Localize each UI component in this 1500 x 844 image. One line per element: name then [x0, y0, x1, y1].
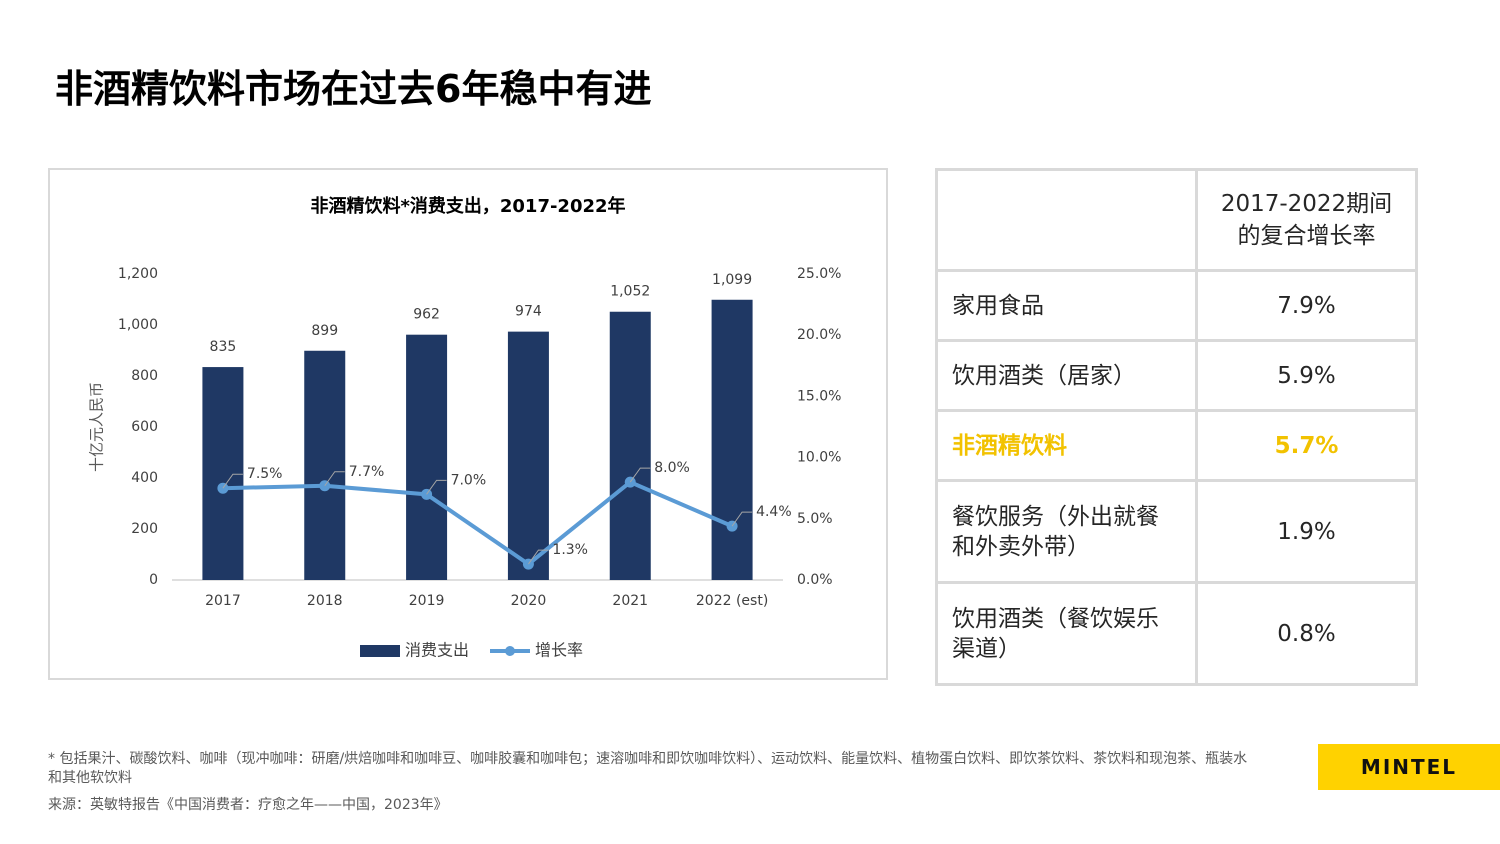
x-tick-label: 2022 (est) — [696, 593, 768, 609]
cell-label: 餐饮服务（外出就餐和外卖外带） — [935, 479, 1198, 584]
bar — [711, 299, 753, 580]
label-leader — [324, 471, 345, 487]
legend-label: 消费支出 — [405, 641, 469, 660]
legend-swatch — [360, 645, 400, 657]
label-leader — [629, 467, 651, 483]
cell-value: 7.9% — [1195, 269, 1418, 342]
y2-tick-label: 0.0% — [797, 572, 833, 588]
table-row: 餐饮服务（外出就餐和外卖外带） 1.9% — [935, 479, 1418, 584]
x-tick-label: 2021 — [612, 593, 648, 609]
label-leader — [222, 473, 243, 489]
bar-value-label: 899 — [311, 323, 338, 339]
y-tick-label: 400 — [131, 470, 158, 486]
y-tick-label: 800 — [131, 368, 158, 384]
cell-value: 5.9% — [1195, 339, 1418, 412]
cell-label: 饮用酒类（餐饮娱乐渠道） — [935, 581, 1198, 686]
line-value-label: 7.7% — [349, 464, 385, 480]
line-value-label: 1.3% — [552, 542, 588, 558]
cell-label: 家用食品 — [935, 269, 1198, 342]
bar-value-label: 962 — [413, 307, 440, 323]
bar — [202, 367, 244, 580]
bar — [406, 334, 448, 580]
source: 来源：英敏特报告《中国消费者：疗愈之年——中国，2023年》 — [48, 797, 448, 813]
legend-label: 增长率 — [535, 641, 583, 660]
x-tick-label: 2017 — [205, 593, 241, 609]
cell-label: 饮用酒类（居家） — [935, 339, 1198, 412]
label-leader — [731, 511, 753, 527]
header-empty — [935, 168, 1198, 272]
line-value-label: 4.4% — [756, 504, 792, 520]
label-leader — [528, 549, 549, 565]
y-tick-label: 0 — [149, 572, 158, 588]
growth-table: 2017-2022期间的复合增长率 家用食品 7.9% 饮用酒类（居家） 5.9% 非酒… — [935, 168, 1418, 686]
table-row: 家用食品 7.9% — [935, 269, 1418, 342]
table-header: 2017-2022期间的复合增长率 — [1195, 168, 1418, 272]
table-row: 饮用酒类（餐饮娱乐渠道） 0.8% — [935, 581, 1418, 686]
y-axis-label: 十亿元人民币 — [88, 382, 106, 472]
chart-box — [48, 168, 888, 680]
bar — [507, 331, 549, 580]
cell-value: 5.7% — [1195, 409, 1418, 482]
bar — [609, 311, 651, 580]
cell-value: 0.8% — [1195, 581, 1418, 686]
bar — [304, 350, 346, 580]
chart-title: 非酒精饮料*消费支出，2017-2022年 — [310, 195, 625, 217]
cell-label: 非酒精饮料 — [935, 409, 1198, 482]
footnote: * 包括果汁、碳酸饮料、咖啡（现冲咖啡：研磨/烘焙咖啡和咖啡豆、咖啡胶囊和咖啡包… — [48, 751, 1248, 786]
y2-tick-label: 20.0% — [797, 327, 841, 343]
line-value-label: 7.0% — [451, 472, 487, 488]
logo: MINTEL — [1318, 744, 1500, 790]
slide-title: 非酒精饮料市场在过去6年稳中有进 — [55, 67, 652, 111]
y2-tick-label: 5.0% — [797, 511, 833, 527]
line — [222, 479, 733, 567]
legend-swatch-dot — [505, 646, 515, 656]
bar-value-label: 974 — [515, 304, 542, 320]
y2-tick-label: 15.0% — [797, 388, 841, 404]
y2-tick-label: 25.0% — [797, 266, 841, 282]
x-tick-label: 2020 — [511, 593, 547, 609]
line-value-label: 7.5% — [247, 466, 283, 482]
bar-value-label: 835 — [210, 339, 237, 355]
table-row: 饮用酒类（居家） 5.9% — [935, 339, 1418, 412]
table-row: 非酒精饮料 5.7% — [935, 409, 1418, 482]
y-tick-label: 1,200 — [118, 266, 158, 282]
x-tick-label: 2018 — [307, 593, 343, 609]
y-tick-label: 200 — [131, 521, 158, 537]
line-value-label: 8.0% — [654, 460, 690, 476]
bar-value-label: 1,052 — [610, 284, 650, 300]
x-tick-label: 2019 — [409, 593, 445, 609]
y-tick-label: 600 — [131, 419, 158, 435]
cell-value: 1.9% — [1195, 479, 1418, 584]
bar-value-label: 1,099 — [712, 272, 752, 288]
y-tick-label: 1,000 — [118, 317, 158, 333]
label-leader — [426, 479, 447, 495]
y2-tick-label: 10.0% — [797, 450, 841, 466]
